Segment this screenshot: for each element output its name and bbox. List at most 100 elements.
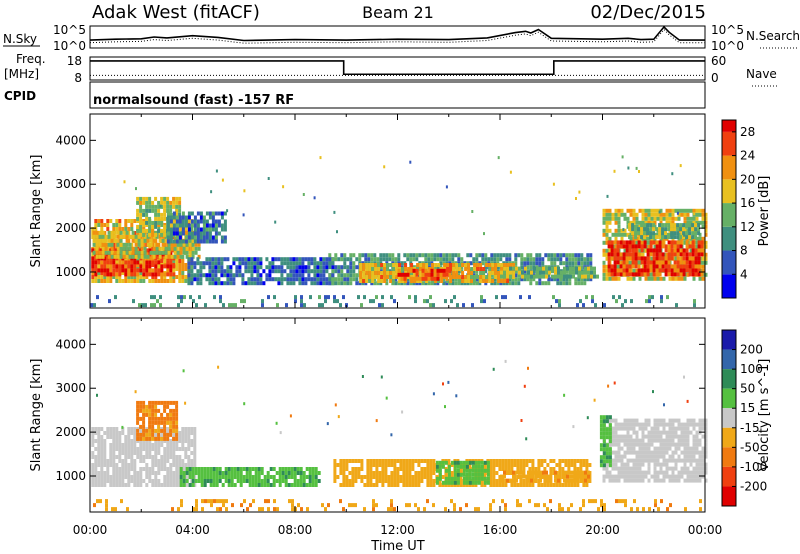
heatmap-cell	[607, 272, 611, 277]
heatmap-cell	[673, 223, 677, 228]
heatmap-cell	[134, 250, 138, 255]
heatmap-cell	[142, 212, 146, 217]
heatmap-cell	[175, 439, 179, 443]
heatmap-cell	[436, 268, 440, 273]
heatmap-cell	[453, 468, 457, 473]
heatmap-cell	[121, 479, 125, 483]
nave-label: Nave	[746, 67, 777, 81]
heatmap-cell	[697, 256, 701, 261]
heatmap-cell	[295, 265, 299, 270]
heatmap-cell	[122, 254, 126, 259]
heatmap-cell	[214, 261, 218, 266]
heatmap-cell	[151, 424, 155, 429]
heatmap-cell	[166, 272, 170, 277]
heatmap-cell	[560, 270, 563, 275]
heatmap-cell	[169, 252, 173, 257]
heatmap-cell	[481, 257, 485, 262]
heatmap-cell	[112, 443, 116, 447]
heatmap-cell	[354, 475, 358, 479]
heatmap-cell	[447, 464, 451, 469]
heatmap-cell	[656, 212, 660, 217]
heatmap-cell	[522, 467, 526, 471]
heatmap-cell	[106, 463, 110, 467]
heatmap-cell	[607, 256, 611, 261]
heatmap-cell	[233, 483, 237, 487]
heatmap-cell	[157, 416, 161, 421]
heatmap-cell	[529, 257, 533, 262]
heatmap-cell	[389, 263, 393, 267]
heatmap-cell	[469, 253, 473, 258]
heatmap-cell	[652, 256, 656, 261]
heatmap-cell	[583, 277, 587, 282]
heatmap-cell	[511, 281, 515, 286]
heatmap-cell	[486, 468, 490, 473]
heatmap-cell	[510, 459, 514, 463]
heatmap-cell	[614, 426, 618, 431]
heatmap-cell	[322, 277, 326, 282]
heatmap-cell	[155, 246, 159, 251]
heatmap-cell	[393, 299, 396, 304]
heatmap-cell	[163, 416, 167, 421]
heatmap-cell	[629, 446, 633, 451]
heatmap-cell	[394, 277, 398, 282]
heatmap-cell	[556, 253, 560, 258]
heatmap-cell	[602, 478, 606, 483]
heatmap-cell	[635, 458, 639, 463]
heatmap-cell	[281, 467, 285, 471]
heatmap-cell	[381, 471, 385, 475]
heatmap-cell	[268, 273, 272, 278]
heatmap-cell	[318, 295, 321, 300]
heatmap-cell	[172, 443, 176, 447]
heatmap-cell	[668, 208, 672, 213]
heatmap-cell	[333, 463, 337, 467]
heatmap-cell	[685, 240, 689, 245]
heatmap-cell	[542, 266, 545, 271]
heatmap-cell	[602, 252, 606, 257]
heatmap-cell	[343, 281, 347, 286]
heatmap-cell	[363, 475, 367, 479]
heatmap-cell	[602, 220, 606, 225]
heatmap-cell	[148, 260, 152, 265]
heatmap-cell	[346, 277, 350, 282]
heatmap-cell	[670, 235, 674, 240]
heatmap-cell	[608, 478, 612, 483]
heatmap-cell	[631, 264, 635, 269]
heatmap-cell	[222, 303, 225, 308]
heatmap-cell	[304, 281, 308, 286]
heatmap-cell	[451, 277, 455, 282]
heatmap-cell	[692, 216, 696, 221]
heatmap-cell	[193, 443, 197, 447]
heatmap-cell	[196, 219, 200, 224]
heatmap-cell	[154, 416, 158, 421]
heatmap-cell	[161, 242, 165, 247]
heatmap-cell	[190, 431, 194, 435]
heatmap-cell	[109, 263, 113, 267]
heatmap-cell	[453, 480, 457, 485]
heatmap-cell	[560, 274, 563, 279]
heatmap-cell	[452, 263, 456, 267]
heatmap-cell	[460, 281, 464, 286]
heatmap-cell	[151, 428, 155, 433]
heatmap-cell	[658, 272, 662, 277]
heatmap-cell	[670, 268, 674, 273]
heatmap-cell	[212, 479, 216, 483]
heatmap-cell	[215, 471, 219, 475]
heatmap-cell	[150, 303, 153, 308]
heatmap-cell	[582, 303, 585, 308]
heatmap-cell	[193, 265, 197, 270]
heatmap-cell	[238, 265, 242, 270]
heatmap-cell	[373, 257, 377, 262]
heatmap-cell	[253, 281, 257, 286]
heatmap-cell	[511, 277, 515, 282]
heatmap-cell	[498, 467, 502, 471]
nsearch-tick-bottom: 10^0	[711, 39, 744, 53]
heatmap-cell	[664, 227, 668, 232]
heatmap-cell	[679, 164, 682, 168]
heatmap-cell	[130, 223, 134, 227]
heatmap-cell	[178, 259, 182, 263]
heatmap-cell	[616, 256, 620, 261]
heatmap-cell	[256, 265, 260, 270]
heatmap-cell	[608, 276, 612, 281]
nsearch-series-line	[89, 28, 705, 44]
heatmap-cell	[205, 235, 209, 240]
